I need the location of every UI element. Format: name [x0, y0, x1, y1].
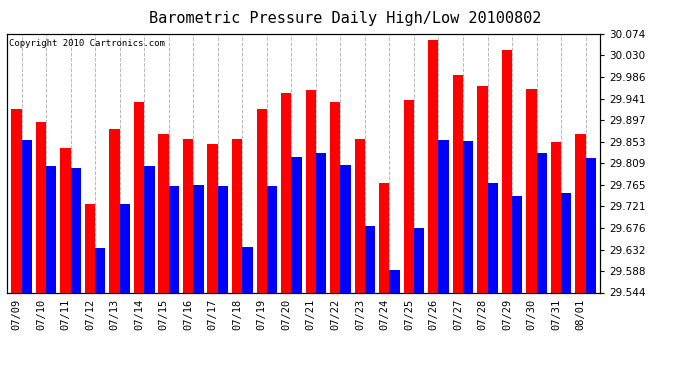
Bar — [257, 109, 267, 292]
Bar — [586, 158, 596, 292]
Bar — [291, 157, 302, 292]
Bar — [463, 141, 473, 292]
Bar — [60, 148, 70, 292]
Bar — [208, 144, 218, 292]
Bar — [193, 185, 204, 292]
Bar — [355, 139, 365, 292]
Bar — [232, 139, 242, 292]
Bar — [134, 102, 144, 292]
Bar — [281, 93, 291, 292]
Bar — [183, 139, 193, 292]
Bar — [21, 140, 32, 292]
Bar — [537, 153, 547, 292]
Bar — [46, 166, 57, 292]
Bar — [438, 140, 449, 292]
Bar — [414, 228, 424, 292]
Bar — [365, 226, 375, 292]
Bar — [218, 186, 228, 292]
Bar — [11, 109, 21, 292]
Bar — [36, 122, 46, 292]
Bar — [110, 129, 119, 292]
Bar — [502, 50, 512, 292]
Text: Barometric Pressure Daily High/Low 20100802: Barometric Pressure Daily High/Low 20100… — [149, 11, 541, 26]
Bar — [389, 270, 400, 292]
Bar — [119, 204, 130, 292]
Bar — [512, 196, 522, 292]
Bar — [85, 204, 95, 292]
Bar — [575, 134, 586, 292]
Bar — [551, 142, 561, 292]
Bar — [428, 40, 438, 292]
Bar — [453, 75, 463, 292]
Bar — [526, 89, 537, 292]
Bar — [169, 186, 179, 292]
Bar — [316, 153, 326, 292]
Bar — [267, 186, 277, 292]
Bar — [330, 102, 340, 292]
Bar — [561, 193, 571, 292]
Text: Copyright 2010 Cartronics.com: Copyright 2010 Cartronics.com — [9, 39, 164, 48]
Bar — [242, 247, 253, 292]
Bar — [379, 183, 389, 292]
Bar — [488, 183, 497, 292]
Bar — [477, 86, 488, 292]
Bar — [306, 90, 316, 292]
Bar — [340, 165, 351, 292]
Bar — [70, 168, 81, 292]
Bar — [404, 100, 414, 292]
Bar — [159, 134, 169, 292]
Bar — [95, 248, 106, 292]
Bar — [144, 166, 155, 292]
